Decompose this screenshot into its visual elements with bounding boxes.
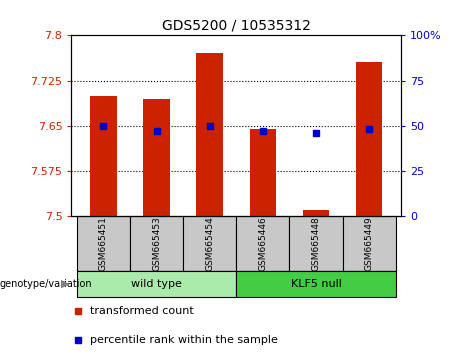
Bar bbox=[343, 216, 396, 271]
Text: percentile rank within the sample: percentile rank within the sample bbox=[89, 335, 278, 345]
Bar bbox=[236, 216, 290, 271]
Bar bbox=[236, 271, 396, 297]
Bar bbox=[77, 216, 130, 271]
Bar bbox=[130, 216, 183, 271]
Text: wild type: wild type bbox=[131, 279, 182, 289]
Bar bbox=[77, 271, 236, 297]
Text: genotype/variation: genotype/variation bbox=[0, 279, 93, 289]
Text: KLF5 null: KLF5 null bbox=[290, 279, 342, 289]
Text: ▶: ▶ bbox=[61, 279, 69, 289]
Bar bbox=[196, 53, 223, 216]
Text: transformed count: transformed count bbox=[89, 306, 193, 316]
Bar bbox=[90, 96, 117, 216]
Bar bbox=[143, 98, 170, 216]
Text: GSM665449: GSM665449 bbox=[365, 216, 374, 271]
Bar bbox=[290, 216, 343, 271]
Bar bbox=[183, 216, 236, 271]
Text: GSM665454: GSM665454 bbox=[205, 216, 214, 271]
Text: GSM665453: GSM665453 bbox=[152, 216, 161, 271]
Text: GSM665448: GSM665448 bbox=[312, 216, 320, 271]
Title: GDS5200 / 10535312: GDS5200 / 10535312 bbox=[162, 19, 311, 33]
Text: GSM665446: GSM665446 bbox=[258, 216, 267, 271]
Text: GSM665451: GSM665451 bbox=[99, 216, 108, 271]
Bar bbox=[356, 62, 383, 216]
Bar bbox=[249, 129, 276, 216]
Bar bbox=[303, 210, 329, 216]
